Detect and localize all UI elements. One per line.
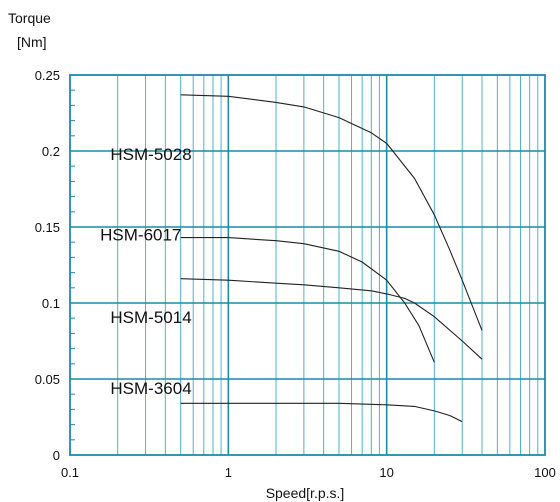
series-label-hsm-5028: HSM-5028: [110, 145, 191, 164]
plot-frame: [69, 74, 546, 456]
y-tick-label: 0.25: [35, 68, 60, 83]
series-line-hsm-5028: [180, 94, 483, 331]
y-axis-label-line1: Torque: [8, 10, 51, 26]
series-labels: HSM-5028 HSM-6017 HSM-5014 HSM-3604: [100, 145, 192, 398]
x-tick-label: 0.1: [61, 465, 79, 480]
x-axis-label: Speed[r.p.s.]: [266, 485, 345, 501]
axis-ticks: [70, 74, 75, 456]
y-tick-label: 0.1: [42, 296, 60, 311]
y-tick-labels: 0 0.05 0.1 0.15 0.2 0.25: [35, 68, 60, 463]
series-line-hsm-3604: [180, 402, 463, 423]
y-tick-label: 0.15: [35, 220, 60, 235]
y-tick-label: 0: [53, 448, 60, 463]
series-lines: [180, 94, 483, 423]
x-tick-labels: 0.1 1 10 100: [61, 465, 556, 480]
series-line-hsm-6017: [180, 237, 435, 363]
major-gridlines: [70, 75, 545, 455]
series-label-hsm-3604: HSM-3604: [110, 379, 191, 398]
y-tick-label: 0.05: [35, 372, 60, 387]
series-label-hsm-5014: HSM-5014: [110, 308, 191, 327]
series-line-hsm-5014: [180, 278, 483, 360]
x-tick-label: 1: [225, 465, 232, 480]
series-label-hsm-6017: HSM-6017: [100, 226, 181, 245]
y-tick-label: 0.2: [42, 144, 60, 159]
x-tick-label: 100: [534, 465, 556, 480]
x-tick-label: 10: [379, 465, 393, 480]
y-axis-label-line2: [Nm]: [17, 34, 47, 50]
minor-gridlines: [117, 75, 539, 455]
